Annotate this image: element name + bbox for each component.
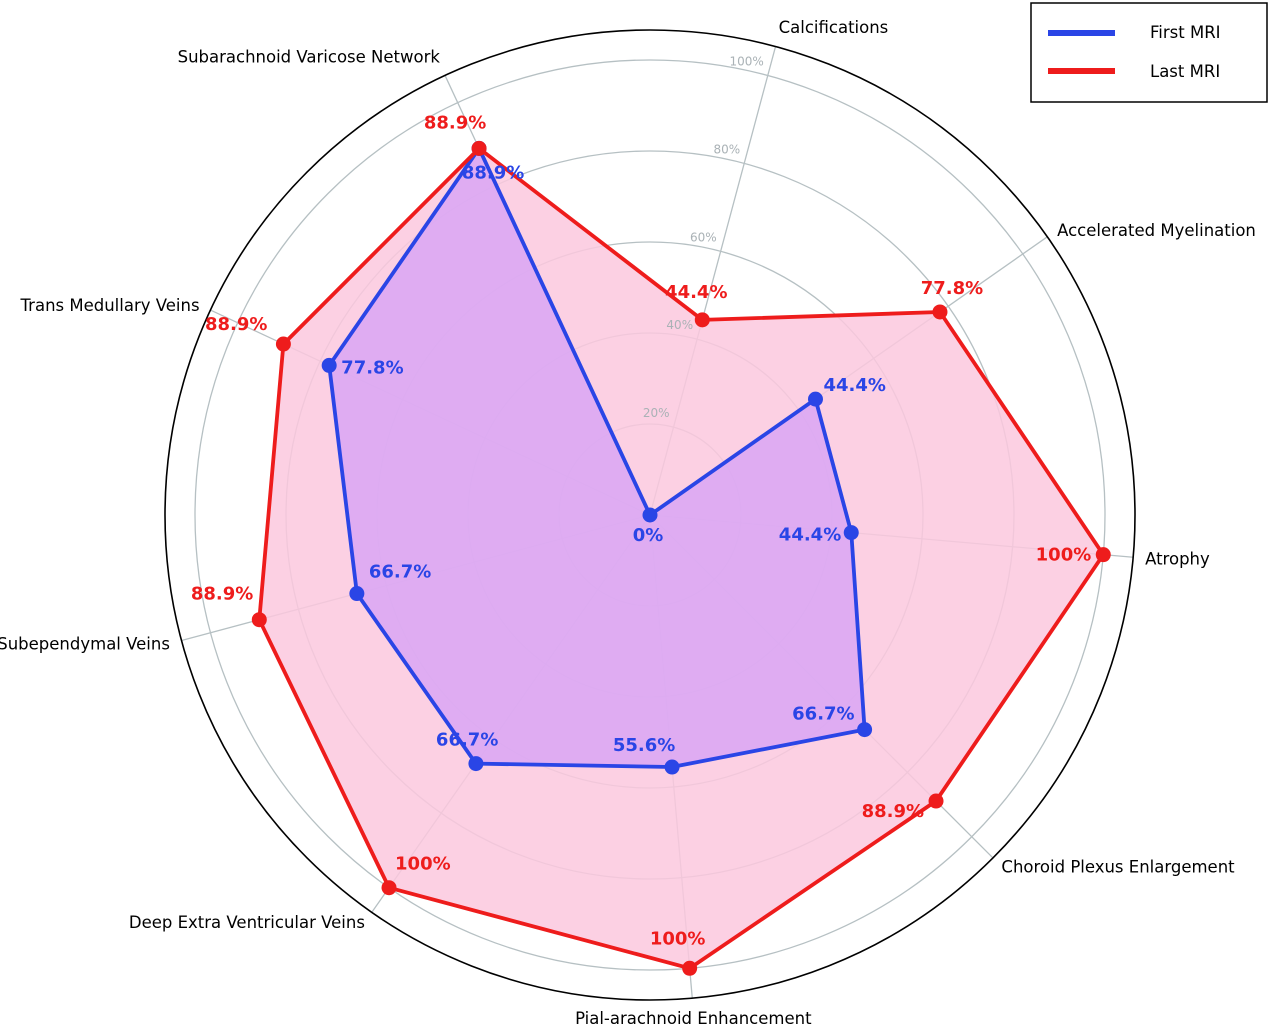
data-point-last-mri-pial-arachnoid-enhancement: [682, 960, 698, 976]
data-point-first-mri-pial-arachnoid-enhancement: [664, 759, 680, 775]
series-line-first-mri: [327, 146, 867, 769]
grid-ring-100: [194, 59, 1106, 971]
value-label-first-mri-deep-extra-ventricular-veins: 66.7%: [436, 730, 498, 751]
axis-label-subarachnoid-varicose-network: Subarachnoid Varicose Network: [178, 48, 441, 67]
axis-label-atrophy: Atrophy: [1145, 549, 1210, 568]
value-label-first-mri-atrophy: 44.4%: [779, 525, 841, 546]
value-label-last-mri-choroid-plexus-enlargement: 88.9%: [862, 801, 924, 822]
r-tick-label-100: 100%: [729, 55, 763, 69]
axis-label-choroid-plexus-enlargement: Choroid Plexus Enlargement: [1001, 857, 1235, 876]
value-label-first-mri-subependymal-veins: 66.7%: [369, 562, 431, 583]
value-label-last-mri-pial-arachnoid-enhancement: 100%: [650, 928, 706, 949]
data-point-first-mri-calcifications: [642, 507, 658, 523]
value-label-last-mri-trans-medullary-veins: 88.9%: [205, 314, 267, 335]
value-label-last-mri-calcifications: 44.4%: [665, 282, 727, 303]
data-point-last-mri-calcifications: [694, 312, 710, 328]
data-point-first-mri-deep-extra-ventricular-veins: [468, 756, 484, 772]
legend-frame: [1030, 2, 1268, 103]
legend: First MRI Last MRI: [1030, 2, 1268, 103]
legend-label-last-mri: Last MRI: [1150, 62, 1220, 81]
r-tick-label-60: 60%: [690, 230, 717, 244]
value-label-last-mri-subarachnoid-varicose-network: 88.9%: [424, 112, 486, 133]
tick-layer: 20% 40% 60% 80% 100%: [643, 55, 764, 421]
legend-label-first-mri: First MRI: [1150, 23, 1221, 42]
data-point-last-mri-subarachnoid-varicose-network: [471, 140, 487, 156]
value-label-first-mri-trans-medullary-veins: 77.8%: [341, 357, 403, 378]
data-point-last-mri-deep-extra-ventricular-veins: [381, 880, 397, 896]
data-point-first-mri-subependymal-veins: [349, 586, 365, 602]
data-point-first-mri-trans-medullary-veins: [321, 357, 337, 373]
axis-label-pial-arachnoid-enhancement: Pial-arachnoid Enhancement: [575, 1009, 812, 1028]
data-point-last-mri-choroid-plexus-enlargement: [928, 793, 944, 809]
data-point-last-mri-subependymal-veins: [251, 612, 267, 628]
axis-label-deep-extra-ventricular-veins: Deep Extra Ventricular Veins: [129, 913, 365, 932]
value-label-last-mri-subependymal-veins: 88.9%: [191, 584, 253, 605]
fill-layer: [259, 148, 1104, 969]
line-layer: [251, 140, 1111, 976]
data-point-last-mri-atrophy: [1095, 547, 1111, 563]
series-line-last-mri: [257, 146, 1106, 971]
value-label-first-mri-pial-arachnoid-enhancement: 55.6%: [613, 735, 675, 756]
data-point-last-mri-accelerated-myelination: [932, 304, 948, 320]
outer-frame-circle: [164, 29, 1136, 1001]
data-point-last-mri-trans-medullary-veins: [275, 336, 291, 352]
series-fill-first-mri: [329, 148, 865, 767]
label-layer: Atrophy Choroid Plexus Enlargement Pial-ar…: [0, 18, 1256, 1028]
axis-label-accelerated-myelination: Accelerated Myelination: [1057, 221, 1256, 240]
value-label-last-mri-accelerated-myelination: 77.8%: [921, 278, 983, 299]
data-point-first-mri-atrophy: [843, 525, 859, 541]
data-point-first-mri-choroid-plexus-enlargement: [857, 722, 873, 738]
value-label-first-mri-choroid-plexus-enlargement: 66.7%: [792, 704, 854, 725]
axis-label-subependymal-veins: Subependymal Veins: [0, 635, 170, 654]
r-tick-label-20: 20%: [643, 406, 670, 420]
r-tick-label-80: 80%: [714, 142, 741, 156]
value-label-first-mri-accelerated-myelination: 44.4%: [823, 375, 885, 396]
value-label-first-mri-subarachnoid-varicose-network: 88.9%: [462, 162, 524, 183]
axis-label-trans-medullary-veins: Trans Medullary Veins: [20, 296, 200, 315]
value-label-last-mri-deep-extra-ventricular-veins: 100%: [395, 854, 451, 875]
value-label-first-mri-calcifications: 0%: [633, 525, 664, 546]
value-label-last-mri-atrophy: 100%: [1036, 545, 1092, 566]
r-tick-label-40: 40%: [666, 318, 693, 332]
axis-label-calcifications: Calcifications: [779, 18, 889, 37]
data-point-first-mri-accelerated-myelination: [807, 391, 823, 407]
